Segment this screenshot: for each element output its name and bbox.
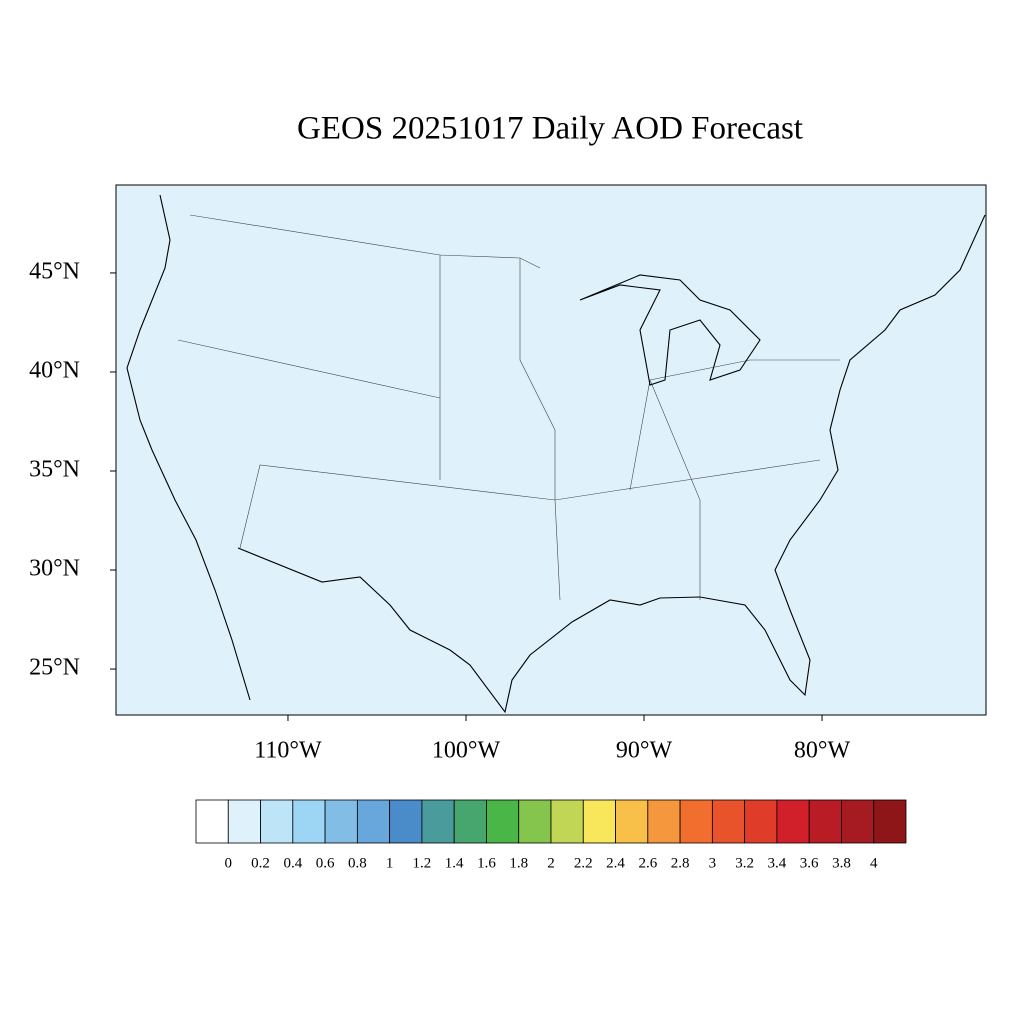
colorbar-label: 2.6: [638, 855, 657, 871]
y-tick-label: 40°N: [29, 357, 80, 383]
colorbar-label: 3.6: [800, 855, 819, 871]
colorbar-box: [647, 799, 681, 844]
colorbar-box: [744, 799, 778, 844]
colorbar-label: 0: [225, 855, 233, 871]
y-tick-label: 30°N: [29, 556, 80, 582]
colorbar-label: 2.8: [671, 855, 690, 871]
colorbar-label: 0.4: [283, 855, 302, 871]
colorbar-box: [808, 799, 842, 844]
colorbar-box: [518, 799, 552, 844]
colorbar-box: [389, 799, 423, 844]
x-tick-label: 110°W: [254, 738, 322, 764]
colorbar-label: 0.6: [316, 855, 335, 871]
colorbar-box: [292, 799, 326, 844]
colorbar-box: [486, 799, 520, 844]
y-tick-label: 25°N: [29, 655, 80, 681]
colorbar-box: [195, 799, 229, 844]
colorbar-label: 3: [709, 855, 717, 871]
colorbar-label: 1.6: [477, 855, 496, 871]
colorbar-label: 2.4: [606, 855, 625, 871]
colorbar-label: 3.2: [735, 855, 754, 871]
y-tick-label: 45°N: [29, 258, 80, 284]
colorbar-label: 2.2: [574, 855, 593, 871]
colorbar-box: [679, 799, 713, 844]
colorbar-label: 2: [547, 855, 555, 871]
colorbar-box: [776, 799, 810, 844]
colorbar-box: [841, 799, 875, 844]
colorbar-box: [260, 799, 294, 844]
y-tick-label: 35°N: [29, 456, 80, 482]
colorbar-label: 3.8: [832, 855, 851, 871]
colorbar-box: [582, 799, 616, 844]
colorbar-box: [873, 799, 907, 844]
colorbar-label: 4: [870, 855, 878, 871]
great-lakes: [579, 274, 761, 386]
x-tick-label: 100°W: [432, 738, 501, 764]
map: [115, 184, 987, 716]
colorbar-label: 3.4: [768, 855, 787, 871]
x-tick-label: 90°W: [616, 738, 673, 764]
colorbar-box: [421, 799, 455, 844]
colorbar-box: [324, 799, 358, 844]
colorbar-label: 1.8: [509, 855, 528, 871]
colorbar-label: 0.2: [251, 855, 270, 871]
colorbar-label: 1.2: [413, 855, 432, 871]
chart-title: GEOS 20251017 Daily AOD Forecast: [297, 111, 803, 147]
state-borders: [177, 214, 840, 601]
x-tick-label: 80°W: [794, 738, 851, 764]
colorbar-box: [356, 799, 391, 844]
map-frame: [115, 184, 987, 716]
colorbar-label: 1.4: [445, 855, 464, 871]
colorbar-box: [615, 799, 649, 844]
colorbar-box: [550, 799, 584, 844]
colorbar-label: 1: [386, 855, 394, 871]
colorbar-box: [711, 799, 746, 844]
coastline: [126, 194, 986, 714]
colorbar-label: 0.8: [348, 855, 367, 871]
colorbar-box: [453, 799, 487, 844]
aod-field: [116, 185, 986, 715]
colorbar-box: [227, 799, 261, 844]
